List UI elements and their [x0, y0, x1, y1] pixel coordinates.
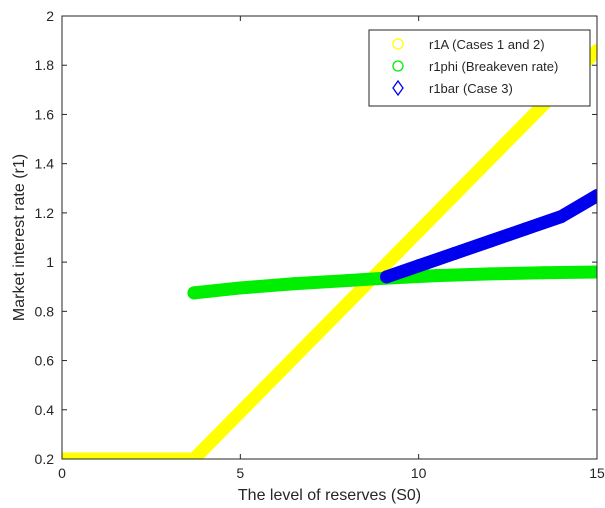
x-tick-label: 5	[236, 465, 244, 481]
series-2-point	[430, 269, 443, 283]
y-tick-label: 0.8	[35, 303, 55, 319]
series-1-point	[62, 452, 69, 459]
series-3-point	[412, 259, 426, 273]
legend-label: r1bar (Case 3)	[429, 81, 513, 96]
axes-box	[61, 15, 598, 460]
series-2-point	[187, 286, 201, 300]
series-1-point	[590, 43, 597, 57]
y-tick-label: 0.4	[35, 402, 55, 418]
legend-box	[368, 29, 591, 107]
series-3-point	[519, 222, 533, 236]
y-tick-label: 1.4	[35, 156, 55, 172]
series-1-point	[187, 452, 201, 459]
x-tick-label: 0	[58, 465, 66, 481]
series-3-point	[447, 246, 461, 260]
series-2-point	[287, 277, 301, 291]
legend-label: r1phi (Breakeven rate)	[429, 59, 558, 74]
legend-marker-circle	[392, 38, 404, 50]
legend-marker-circle	[392, 60, 404, 72]
series-group	[62, 43, 597, 459]
x-tick-label: 15	[589, 465, 605, 481]
series-3-point	[590, 189, 597, 203]
series-3-point	[380, 270, 394, 284]
x-tick-label: 10	[411, 465, 427, 481]
y-tick-label: 0.6	[35, 353, 55, 369]
series-2-point	[340, 274, 354, 288]
legend: r1A (Cases 1 and 2) r1phi (Breakeven rate…	[368, 29, 591, 107]
series-2-point	[483, 267, 497, 281]
series-2-point	[233, 281, 247, 295]
plot-area: 0 5 10 15 0.2 0.4 0.6 0.8 1 1.2 1.4 1.6 1.8 2 The leve…	[11, 8, 605, 504]
y-tick-label: 2	[46, 8, 54, 24]
series-line-1	[62, 43, 597, 459]
legend-label: r1A (Cases 1 and 2)	[429, 37, 545, 52]
series-3-point	[554, 210, 568, 224]
y-tick-label: 1.6	[35, 106, 55, 122]
x-axis-label: The level of reserves (S0)	[238, 487, 421, 504]
series-3-point	[483, 234, 497, 248]
legend-marker-diamond	[392, 79, 404, 97]
y-tick-label: 1.2	[35, 205, 55, 221]
y-tick-label: 0.2	[35, 451, 55, 467]
series-2-point	[537, 266, 550, 280]
series-2-point	[590, 265, 597, 279]
y-axis-label: Market interest rate (r1)	[11, 154, 28, 321]
y-tick-label: 1.8	[35, 57, 55, 73]
y-tick-label: 1	[46, 254, 54, 270]
